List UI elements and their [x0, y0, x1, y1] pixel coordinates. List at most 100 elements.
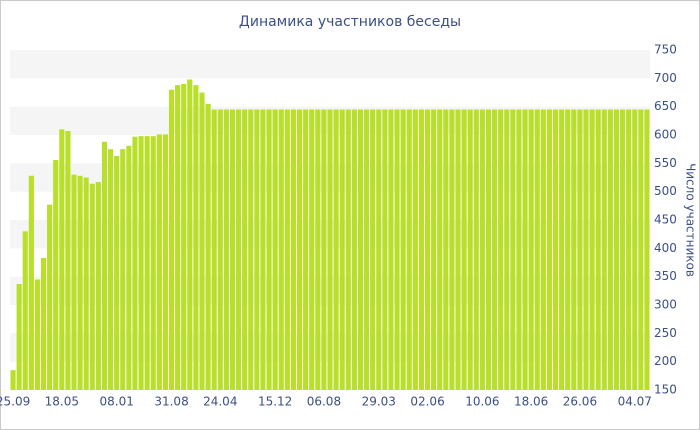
- bar: [559, 109, 565, 390]
- bar: [156, 134, 162, 390]
- bar: [601, 109, 607, 390]
- bar: [248, 109, 254, 390]
- bar: [632, 109, 638, 390]
- bar: [406, 109, 412, 390]
- bar: [108, 149, 114, 390]
- x-tick-label: 29.03: [362, 395, 396, 409]
- bar: [364, 109, 370, 390]
- bar: [193, 85, 199, 390]
- bar: [71, 174, 77, 390]
- y-tick-label: 150: [654, 383, 677, 397]
- bar: [272, 109, 278, 390]
- bar: [138, 136, 144, 390]
- bar: [65, 131, 71, 391]
- bar: [437, 109, 443, 390]
- bar: [278, 109, 284, 390]
- bar: [34, 279, 40, 390]
- bar: [461, 109, 467, 390]
- bar: [473, 109, 479, 390]
- bar: [351, 109, 357, 390]
- bar: [309, 109, 315, 390]
- x-tick-label: 26.06: [563, 395, 597, 409]
- bar: [412, 109, 418, 390]
- bar: [449, 109, 455, 390]
- y-tick-label: 250: [654, 326, 677, 340]
- bar: [144, 136, 150, 390]
- bar: [40, 257, 47, 390]
- bar: [552, 109, 559, 390]
- bar: [626, 109, 632, 390]
- bar: [577, 109, 583, 390]
- bar: [431, 109, 437, 390]
- bar: [498, 109, 504, 390]
- bar: [296, 109, 303, 390]
- bar: [83, 177, 89, 390]
- grid-band: [10, 50, 650, 79]
- bar: [589, 109, 595, 390]
- bar: [217, 109, 223, 390]
- y-tick-label: 550: [654, 156, 677, 170]
- x-tick-label: 06.08: [307, 395, 341, 409]
- x-tick-label: 02.06: [410, 395, 444, 409]
- bar: [242, 109, 248, 390]
- bar: [150, 136, 156, 390]
- bar: [595, 109, 601, 390]
- bar: [620, 109, 626, 390]
- bar: [126, 145, 132, 390]
- y-tick-label: 500: [654, 184, 677, 198]
- bar: [388, 109, 394, 390]
- bar: [95, 182, 101, 390]
- x-tick-label: 31.08: [154, 395, 188, 409]
- bar: [522, 109, 528, 390]
- x-tick-label: 24.04: [203, 395, 237, 409]
- bar: [565, 109, 571, 390]
- bar: [540, 109, 546, 390]
- bar: [339, 109, 345, 390]
- bar: [22, 231, 28, 390]
- y-tick-label: 450: [654, 213, 677, 227]
- bar: [357, 109, 364, 390]
- bar: [59, 129, 65, 391]
- y-tick-label: 300: [654, 298, 677, 312]
- bar: [47, 204, 53, 390]
- x-tick-label: 15.12: [258, 395, 292, 409]
- bar: [120, 149, 126, 390]
- bar: [504, 109, 510, 390]
- bar: [382, 109, 388, 390]
- x-tick-label: 08.01: [99, 395, 133, 409]
- y-tick-label: 600: [654, 128, 677, 142]
- y-tick-label: 350: [654, 269, 677, 283]
- bar: [485, 109, 492, 390]
- bar: [236, 109, 242, 390]
- bar: [418, 109, 424, 390]
- bar: [644, 109, 650, 390]
- y-tick-label: 700: [654, 71, 677, 85]
- bar: [28, 175, 34, 390]
- x-tick-label: 18.05: [45, 395, 79, 409]
- bar: [455, 109, 461, 390]
- bar: [77, 175, 83, 390]
- bar: [613, 109, 620, 390]
- bar: [101, 141, 108, 390]
- bar: [424, 109, 431, 390]
- bar: [534, 109, 540, 390]
- bar: [528, 109, 534, 390]
- bar: [315, 109, 321, 390]
- bar: [53, 159, 59, 390]
- bar: [333, 109, 339, 390]
- bar: [211, 109, 217, 390]
- bar: [114, 155, 120, 390]
- bar: [327, 109, 333, 390]
- bar: [16, 284, 22, 390]
- bar: [175, 85, 181, 390]
- bar: [638, 109, 644, 390]
- bar: [467, 109, 473, 390]
- bar: [162, 134, 168, 390]
- bar: [132, 136, 138, 390]
- bar: [583, 109, 589, 390]
- bar: [394, 109, 400, 390]
- bar: [492, 109, 498, 390]
- x-tick-label: 04.07: [618, 395, 652, 409]
- bar: [443, 109, 449, 390]
